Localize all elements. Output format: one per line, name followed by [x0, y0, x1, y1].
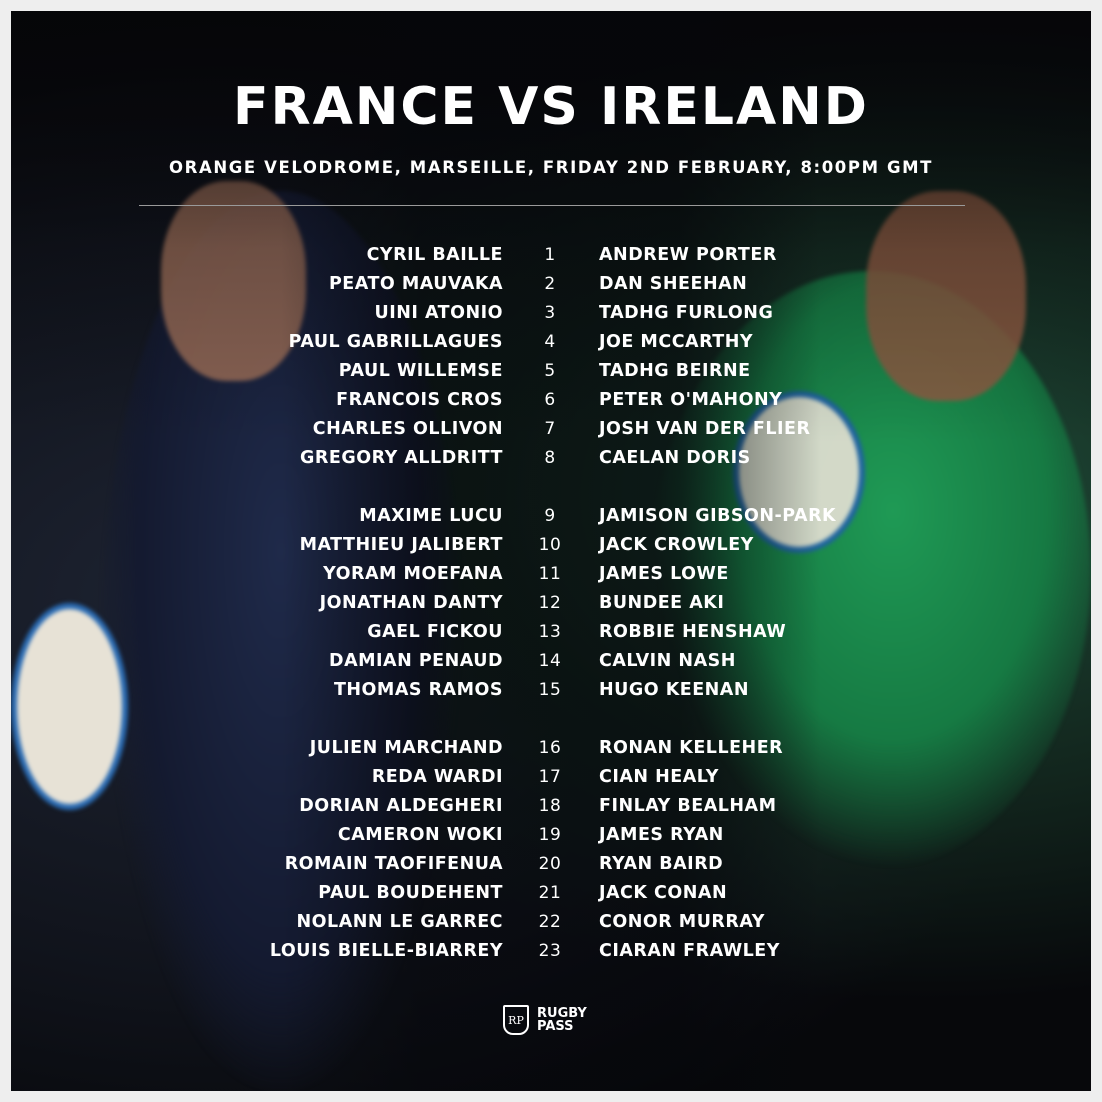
- france-player-name: MATTHIEU JALIBERT: [299, 535, 503, 555]
- france-player-name: DORIAN ALDEGHERI: [299, 796, 503, 816]
- france-player-name: UINI ATONIO: [374, 303, 503, 323]
- ireland-player-name: JACK CONAN: [599, 883, 728, 903]
- jersey-number: 12: [538, 593, 562, 613]
- ireland-player-name: ROBBIE HENSHAW: [599, 622, 787, 642]
- jersey-number: 1: [544, 245, 556, 265]
- lineup-row: ROMAIN TAOFIFENUA 20 RYAN BAIRD: [11, 854, 1091, 878]
- jersey-number: 19: [538, 825, 562, 845]
- lineup-row: FRANCOIS CROS 6 PETER O'MAHONY: [11, 390, 1091, 414]
- jersey-number: 15: [538, 680, 562, 700]
- france-player-name: JONATHAN DANTY: [319, 593, 503, 613]
- ireland-player-name: CALVIN NASH: [599, 651, 736, 671]
- rugbypass-shield-icon: RP: [503, 1005, 529, 1035]
- ireland-player-name: CAELAN DORIS: [599, 448, 751, 468]
- divider: [139, 205, 965, 206]
- lineup-row: NOLANN LE GARREC 22 CONOR MURRAY: [11, 912, 1091, 936]
- jersey-number: 14: [538, 651, 562, 671]
- ireland-player-name: RYAN BAIRD: [599, 854, 724, 874]
- ireland-player-name: RONAN KELLEHER: [599, 738, 784, 758]
- lineup-row: LOUIS BIELLE-BIARREY 23 CIARAN FRAWLEY: [11, 941, 1091, 965]
- ireland-player-name: CIARAN FRAWLEY: [599, 941, 780, 961]
- lineup-row: YORAM MOEFANA 11 JAMES LOWE: [11, 564, 1091, 588]
- france-player-name: GREGORY ALLDRITT: [300, 448, 503, 468]
- ireland-player-name: JAMISON GIBSON-PARK: [599, 506, 837, 526]
- lineup-row: REDA WARDI 17 CIAN HEALY: [11, 767, 1091, 791]
- jersey-number: 18: [538, 796, 562, 816]
- jersey-number: 17: [538, 767, 562, 787]
- ireland-player-name: TADHG FURLONG: [599, 303, 774, 323]
- jersey-number: 21: [538, 883, 562, 903]
- lineup-row: CYRIL BAILLE 1 ANDREW PORTER: [11, 245, 1091, 269]
- poster: FRANCE VS IRELAND ORANGE VELODROME, MARS…: [11, 11, 1091, 1091]
- jersey-number: 8: [544, 448, 556, 468]
- lineup-row: JULIEN MARCHAND 16 RONAN KELLEHER: [11, 738, 1091, 762]
- france-player-name: CAMERON WOKI: [337, 825, 503, 845]
- lineup-row: MATTHIEU JALIBERT 10 JACK CROWLEY: [11, 535, 1091, 559]
- lineup-row: PAUL BOUDEHENT 21 JACK CONAN: [11, 883, 1091, 907]
- france-player-name: GAEL FICKOU: [367, 622, 503, 642]
- ireland-player-name: JACK CROWLEY: [599, 535, 754, 555]
- france-player-name: PAUL BOUDEHENT: [318, 883, 503, 903]
- ireland-player-name: PETER O'MAHONY: [599, 390, 783, 410]
- lineup-row: UINI ATONIO 3 TADHG FURLONG: [11, 303, 1091, 327]
- france-player-name: REDA WARDI: [371, 767, 503, 787]
- jersey-number: 7: [544, 419, 556, 439]
- ireland-player-name: DAN SHEEHAN: [599, 274, 748, 294]
- france-player-name: LOUIS BIELLE-BIARREY: [269, 941, 503, 961]
- ireland-player-name: JAMES RYAN: [599, 825, 724, 845]
- jersey-number: 2: [544, 274, 556, 294]
- lineup-row: DORIAN ALDEGHERI 18 FINLAY BEALHAM: [11, 796, 1091, 820]
- jersey-number: 9: [544, 506, 556, 526]
- ireland-player-name: CIAN HEALY: [599, 767, 719, 787]
- jersey-number: 20: [538, 854, 562, 874]
- jersey-number: 22: [538, 912, 562, 932]
- lineup-row: CAMERON WOKI 19 JAMES RYAN: [11, 825, 1091, 849]
- jersey-number: 16: [538, 738, 562, 758]
- france-player-name: FRANCOIS CROS: [336, 390, 503, 410]
- france-player-name: YORAM MOEFANA: [323, 564, 503, 584]
- match-title: FRANCE VS IRELAND: [233, 77, 869, 137]
- ireland-player-name: JOSH VAN DER FLIER: [599, 419, 811, 439]
- ireland-player-name: JOE MCCARTHY: [599, 332, 754, 352]
- jersey-number: 6: [544, 390, 556, 410]
- france-player-name: DAMIAN PENAUD: [329, 651, 503, 671]
- jersey-number: 23: [538, 941, 562, 961]
- lineup-row: PEATO MAUVAKA 2 DAN SHEEHAN: [11, 274, 1091, 298]
- match-details: ORANGE VELODROME, MARSEILLE, FRIDAY 2ND …: [169, 158, 933, 177]
- jersey-number: 10: [538, 535, 562, 555]
- lineup-row: GAEL FICKOU 13 ROBBIE HENSHAW: [11, 622, 1091, 646]
- ireland-player-name: HUGO KEENAN: [599, 680, 749, 700]
- jersey-number: 5: [544, 361, 556, 381]
- lineup-row: JONATHAN DANTY 12 BUNDEE AKI: [11, 593, 1091, 617]
- france-player-name: THOMAS RAMOS: [333, 680, 503, 700]
- lineup-row: PAUL WILLEMSE 5 TADHG BEIRNE: [11, 361, 1091, 385]
- rugbypass-logo: RP RUGBY PASS: [503, 1005, 587, 1035]
- lineup-row: CHARLES OLLIVON 7 JOSH VAN DER FLIER: [11, 419, 1091, 443]
- lineup-row: DAMIAN PENAUD 14 CALVIN NASH: [11, 651, 1091, 675]
- france-player-name: NOLANN LE GARREC: [296, 912, 503, 932]
- france-player-name: MAXIME LUCU: [359, 506, 503, 526]
- ireland-player-name: FINLAY BEALHAM: [599, 796, 777, 816]
- france-player-name: PEATO MAUVAKA: [328, 274, 503, 294]
- ireland-player-name: CONOR MURRAY: [599, 912, 765, 932]
- ireland-player-name: BUNDEE AKI: [599, 593, 725, 613]
- france-player-name: CYRIL BAILLE: [366, 245, 503, 265]
- france-player-name: ROMAIN TAOFIFENUA: [284, 854, 503, 874]
- ireland-player-name: ANDREW PORTER: [599, 245, 777, 265]
- lineup-row: GREGORY ALLDRITT 8 CAELAN DORIS: [11, 448, 1091, 472]
- france-player-name: CHARLES OLLIVON: [312, 419, 503, 439]
- jersey-number: 4: [544, 332, 556, 352]
- france-player-name: PAUL GABRILLAGUES: [288, 332, 503, 352]
- france-player-name: PAUL WILLEMSE: [338, 361, 503, 381]
- jersey-number: 13: [538, 622, 562, 642]
- ireland-player-name: JAMES LOWE: [599, 564, 729, 584]
- lineup-row: PAUL GABRILLAGUES 4 JOE MCCARTHY: [11, 332, 1091, 356]
- jersey-number: 3: [544, 303, 556, 323]
- lineup-row: MAXIME LUCU 9 JAMISON GIBSON-PARK: [11, 506, 1091, 530]
- france-player-name: JULIEN MARCHAND: [309, 738, 503, 758]
- jersey-number: 11: [538, 564, 562, 584]
- lineup-row: THOMAS RAMOS 15 HUGO KEENAN: [11, 680, 1091, 704]
- ireland-player-name: TADHG BEIRNE: [599, 361, 751, 381]
